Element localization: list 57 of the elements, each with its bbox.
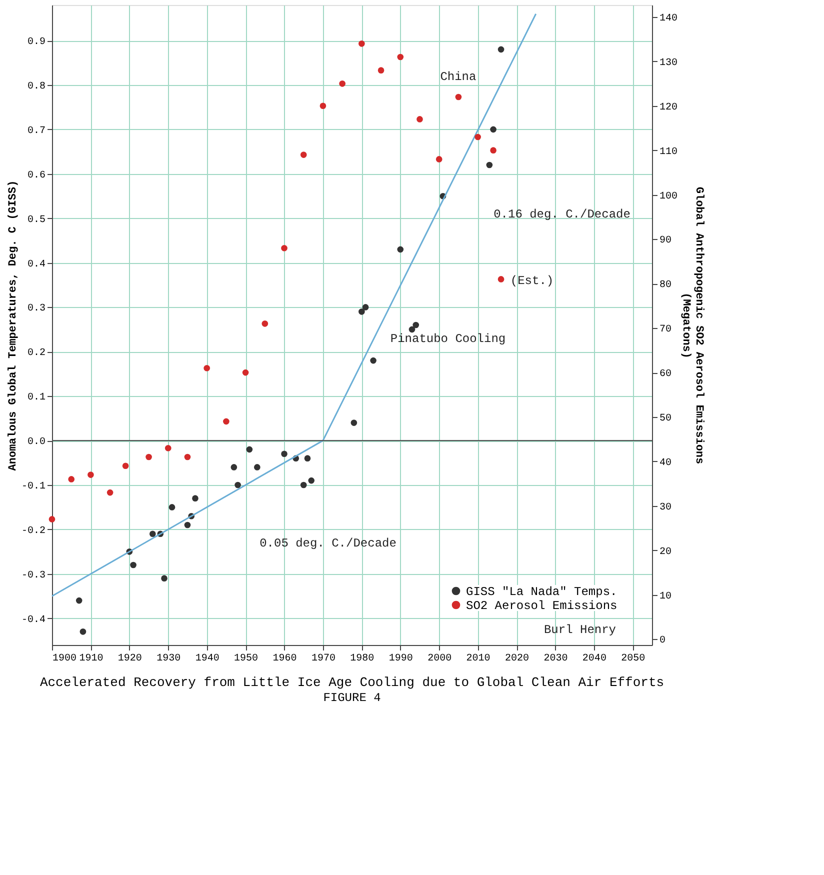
annotation: China: [440, 70, 476, 84]
x-tick-label: 2030: [544, 654, 568, 664]
y2-tick-label: 100: [660, 191, 678, 202]
text: FIGURE 4: [323, 691, 381, 705]
x-tick-label: 2020: [505, 654, 530, 664]
x-tick-label: 2040: [582, 654, 606, 664]
y2-tick-label: 10: [660, 591, 672, 602]
x-tick-label: 1970: [311, 654, 336, 664]
y2-axis-title: Global Anthropogenic SO2 Aerosol Emissions (Megatons): [680, 186, 705, 464]
y2-tick-label: 50: [660, 414, 672, 424]
y-tick-label: 0.3: [27, 304, 46, 315]
x-tick-label: 1990: [388, 654, 413, 664]
x-tick-label: 1920: [118, 654, 142, 664]
y-tick-label: 0.0: [27, 437, 46, 448]
y2-tick-label: 30: [660, 502, 672, 514]
x-tick-label: 2050: [621, 654, 646, 664]
y-tick-label: 0.7: [27, 126, 46, 137]
x-tick-label: 1960: [272, 654, 297, 664]
y-tick-label: -0.4: [21, 614, 46, 626]
legend-label: SO2 Aerosol Emissions: [466, 599, 618, 613]
text: Accelerated Recovery from Little Ice Age Cooling due to Global Clean Air Efforts: [40, 675, 664, 690]
y2-tick-label: 130: [660, 58, 678, 69]
y2-tick-label: 70: [660, 324, 672, 336]
y2-tick-label: 80: [660, 280, 672, 292]
x-tick-label: 1900: [52, 654, 77, 664]
y2-tick-label: 120: [660, 102, 678, 114]
x-tick-label: 1940: [195, 654, 220, 664]
legend-label: GISS "La Nada" Temps.: [466, 585, 618, 599]
y-tick-label: 0.2: [27, 348, 46, 360]
y-axis-title: Anomalous Global Temperatures, Deg. C (GISS): [7, 180, 20, 471]
y-tick-label: 0.8: [27, 82, 46, 92]
y-tick-label: 0.6: [27, 170, 46, 182]
y2-tick-label: 40: [660, 458, 672, 469]
y2-tick-label: 110: [660, 146, 678, 158]
y-tick-label: -0.3: [21, 570, 46, 582]
x-tick-label: 2000: [428, 654, 452, 664]
annotation: 0.05 deg. C./Decade: [260, 536, 396, 551]
y-tick-label: 0.4: [27, 259, 46, 270]
y-tick-label: 0.1: [27, 392, 46, 404]
annotation: Pinatubo Cooling: [390, 332, 506, 346]
y2-tick-label: 60: [660, 369, 672, 380]
annotation: (Est.): [510, 274, 554, 288]
annotation: 0.16 deg. C./Decade: [494, 208, 630, 222]
y2-tick-label: 0: [660, 636, 666, 647]
y2-tick-label: 140: [660, 14, 678, 24]
x-tick-label: 1980: [350, 654, 374, 664]
y2-tick-label: 90: [660, 236, 672, 247]
x-tick-label: 2010: [466, 654, 490, 664]
x-tick-label: 1930: [156, 654, 181, 664]
y-tick-label: 0.5: [27, 214, 46, 226]
x-tick-label: 1910: [79, 654, 104, 664]
y2-tick-label: 20: [660, 546, 672, 558]
y-tick-label: -0.1: [21, 482, 46, 492]
x-tick-label: 1950: [234, 654, 258, 664]
y-tick-label: -0.2: [21, 526, 46, 537]
y-tick-label: 0.9: [27, 37, 46, 48]
annotation: Burl Henry: [544, 623, 616, 637]
